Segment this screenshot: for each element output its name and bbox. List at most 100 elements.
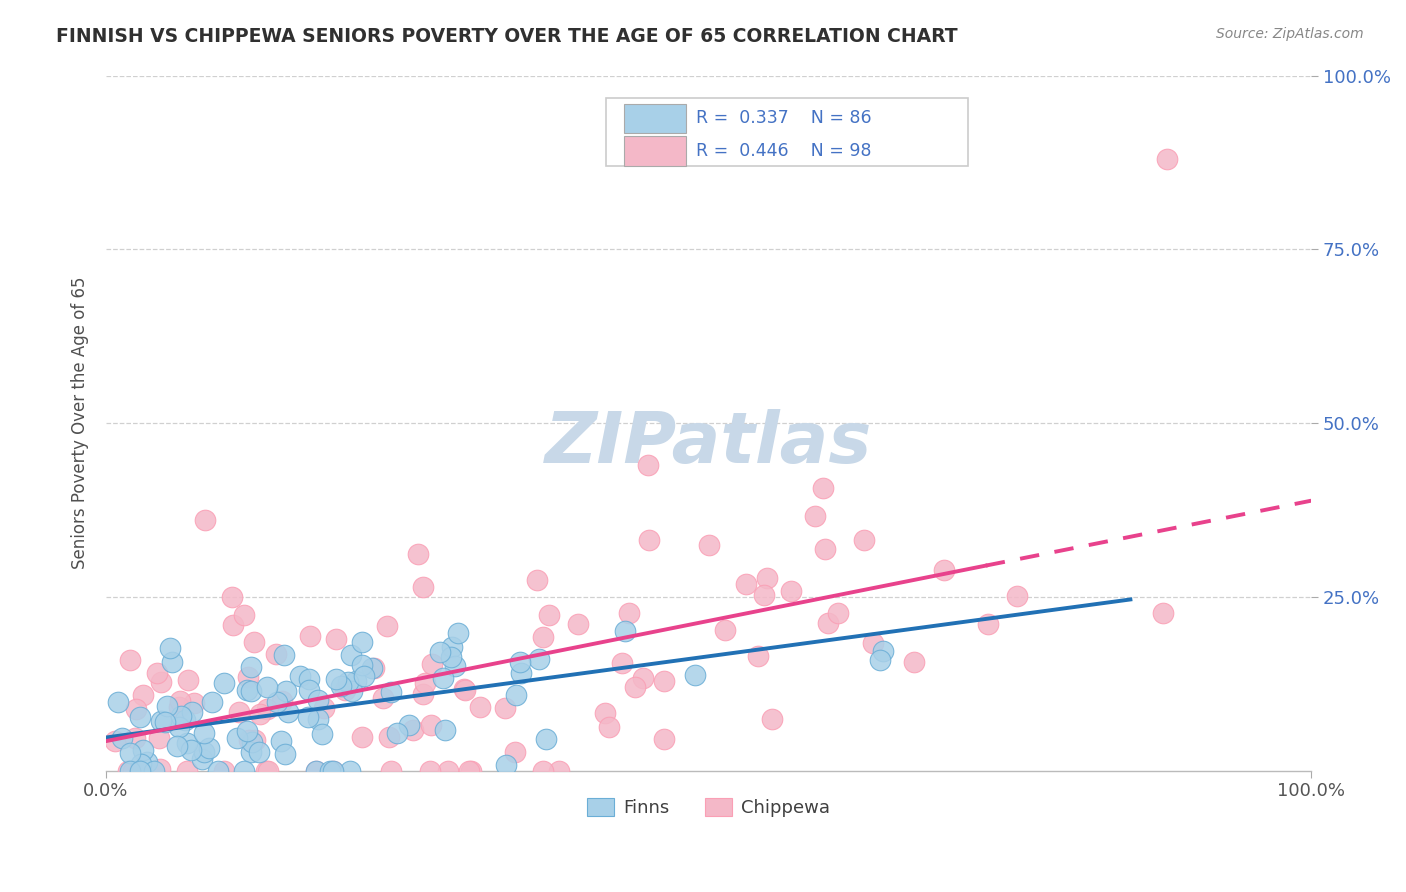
Point	[380, 764, 402, 778]
FancyBboxPatch shape	[624, 103, 686, 133]
Point	[121, 764, 143, 778]
Point	[149, 762, 172, 776]
Point	[155, 715, 177, 730]
Point	[111, 731, 134, 745]
Point	[129, 764, 152, 778]
Point	[107, 695, 129, 709]
Point	[240, 734, 263, 748]
Point	[239, 745, 262, 759]
Point	[167, 720, 190, 734]
Point	[853, 533, 876, 547]
Point	[176, 764, 198, 778]
Point	[503, 745, 526, 759]
Point	[468, 700, 491, 714]
Point	[375, 619, 398, 633]
Point	[335, 683, 357, 698]
Point	[531, 764, 554, 778]
Point	[276, 684, 298, 698]
Point	[1152, 606, 1174, 620]
Point	[361, 661, 384, 675]
Point	[494, 701, 516, 715]
Point	[222, 617, 245, 632]
Point	[236, 683, 259, 698]
Point	[598, 720, 620, 734]
Point	[149, 714, 172, 728]
Point	[239, 683, 262, 698]
Point	[631, 671, 654, 685]
Point	[827, 606, 849, 620]
Point	[363, 661, 385, 675]
Point	[761, 712, 783, 726]
Point	[131, 757, 153, 772]
Point	[322, 764, 344, 778]
Point	[714, 623, 737, 637]
Point	[406, 547, 429, 561]
Point	[804, 509, 827, 524]
Point	[537, 607, 560, 622]
Point	[148, 731, 170, 746]
Point	[440, 650, 463, 665]
Point	[160, 655, 183, 669]
Point	[207, 764, 229, 778]
Point	[128, 764, 150, 778]
Point	[412, 581, 434, 595]
Point	[117, 764, 139, 778]
Point	[862, 636, 884, 650]
Point	[146, 666, 169, 681]
Point	[181, 705, 204, 719]
Point	[180, 742, 202, 756]
Point	[312, 700, 335, 714]
Point	[637, 458, 659, 472]
Point	[734, 577, 756, 591]
Point	[256, 702, 278, 716]
Point	[298, 629, 321, 643]
Point	[193, 726, 215, 740]
Point	[593, 706, 616, 720]
Point	[610, 656, 633, 670]
Point	[447, 625, 470, 640]
Point	[652, 674, 675, 689]
Point	[903, 655, 925, 669]
Point	[458, 764, 481, 778]
Point	[419, 717, 441, 731]
Point	[336, 674, 359, 689]
Point	[132, 743, 155, 757]
Point	[350, 657, 373, 672]
Point	[567, 616, 589, 631]
Point	[398, 717, 420, 731]
Point	[236, 670, 259, 684]
Point	[495, 758, 517, 772]
FancyBboxPatch shape	[624, 136, 686, 166]
Point	[307, 712, 329, 726]
Text: FINNISH VS CHIPPEWA SENIORS POVERTY OVER THE AGE OF 65 CORRELATION CHART: FINNISH VS CHIPPEWA SENIORS POVERTY OVER…	[56, 27, 957, 45]
Point	[247, 745, 270, 759]
Point	[307, 692, 329, 706]
Point	[193, 745, 215, 759]
Point	[437, 764, 460, 778]
Point	[277, 705, 299, 719]
Point	[509, 665, 531, 680]
Point	[1005, 590, 1028, 604]
Point	[183, 696, 205, 710]
Point	[266, 695, 288, 709]
Point	[371, 691, 394, 706]
Point	[236, 723, 259, 738]
Point	[169, 694, 191, 708]
Point	[402, 723, 425, 738]
Point	[245, 732, 267, 747]
Point	[156, 698, 179, 713]
Point	[198, 741, 221, 756]
Point	[221, 591, 243, 605]
Point	[124, 731, 146, 745]
Point	[444, 659, 467, 673]
Point	[243, 635, 266, 649]
Point	[697, 538, 720, 552]
Point	[413, 675, 436, 690]
Point	[132, 688, 155, 702]
Point	[617, 606, 640, 620]
Point	[779, 584, 801, 599]
Point	[238, 733, 260, 747]
Point	[429, 645, 451, 659]
Point	[1156, 152, 1178, 166]
Point	[305, 764, 328, 778]
